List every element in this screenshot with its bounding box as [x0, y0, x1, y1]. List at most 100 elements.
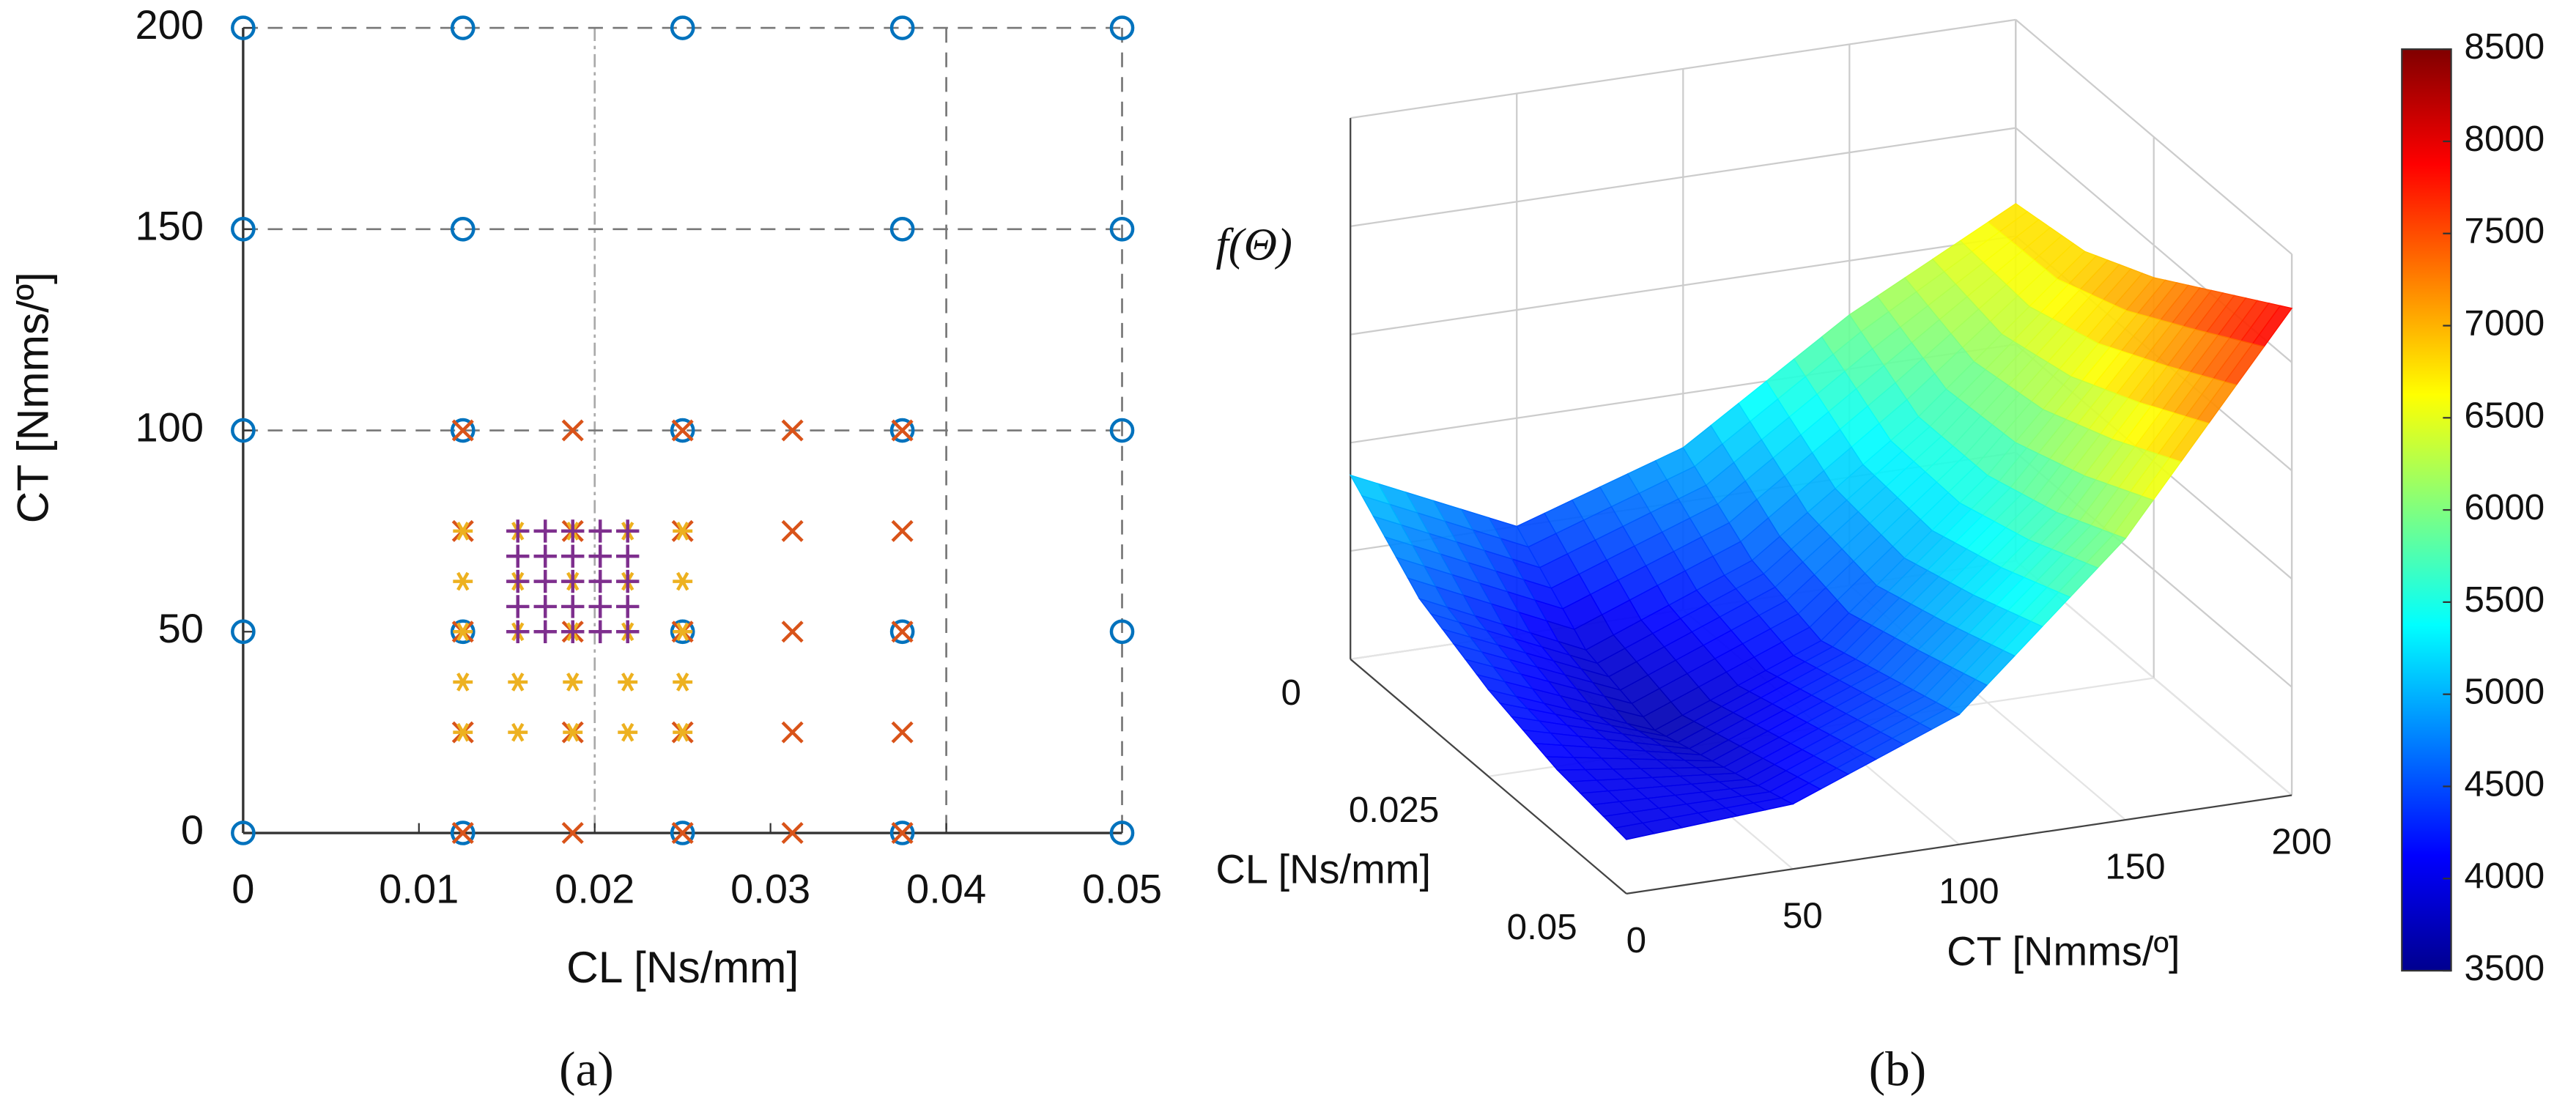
x-tick-label: 0.03 — [730, 865, 810, 911]
data-point — [616, 569, 640, 593]
colorbar-tick-label: 8000 — [2465, 119, 2545, 159]
x-axis-label: CL [Ns/mm] — [566, 942, 799, 992]
data-point — [588, 595, 612, 618]
data-point — [508, 673, 528, 692]
y-axis-label: CL [Ns/mm] — [1215, 846, 1431, 892]
data-point — [506, 519, 530, 543]
panel-b: 0 50 100 150 200 0 0.025 0.05 f(Θ) CL [Ns/mm] CT [… — [1215, 18, 2545, 1096]
data-point — [889, 15, 915, 40]
data-point — [616, 544, 640, 568]
data-point — [561, 419, 584, 442]
data-point — [616, 620, 640, 643]
x-tick-label: 0 — [1626, 920, 1646, 960]
data-point — [889, 217, 915, 242]
data-point — [781, 822, 804, 845]
x-tick-label: 50 — [1783, 895, 1823, 936]
data-point — [1109, 217, 1135, 242]
data-point — [231, 820, 256, 845]
surface-patch — [1613, 822, 1656, 840]
x-tick-label: 150 — [2105, 846, 2165, 886]
data-point — [671, 822, 694, 845]
x-tick-label: 0.02 — [555, 865, 634, 911]
data-point — [453, 522, 473, 541]
data-point — [891, 621, 914, 643]
panel-a: 0 0.01 0.02 0.03 0.04 0.05 0 50 100 150 200 CL [Ns/… — [7, 1, 1162, 1097]
colorbar-tick-label: 6500 — [2465, 395, 2545, 435]
y-tick-label: 150 — [136, 203, 204, 249]
y-axis — [1350, 658, 1627, 894]
data-point — [889, 820, 915, 845]
data-point — [231, 15, 256, 40]
data-point — [1109, 820, 1135, 845]
data-point — [231, 619, 256, 645]
y-tick-label: 0 — [1281, 673, 1301, 713]
data-point — [673, 622, 693, 642]
data-point — [506, 595, 530, 618]
x-tick-label: 200 — [2271, 822, 2331, 862]
data-point — [891, 822, 914, 845]
colorbar-tick-label: 8500 — [2465, 26, 2545, 67]
data-point — [453, 722, 473, 742]
z-axis-label: f(Θ) — [1215, 219, 1292, 270]
colorbar-tick-label: 6000 — [2465, 487, 2545, 527]
data-point — [781, 621, 804, 643]
data-point — [561, 595, 585, 618]
data-point — [450, 15, 475, 40]
data-point — [673, 522, 693, 541]
data-point — [561, 519, 585, 543]
data-point — [673, 571, 693, 591]
x-axis — [1626, 794, 2292, 894]
data-point — [889, 418, 915, 443]
y-tick-label: 100 — [136, 404, 204, 450]
y-tick-label: 0 — [181, 807, 204, 853]
colorbar-tick-label: 5500 — [2465, 579, 2545, 620]
data-point — [618, 673, 638, 692]
data-point — [891, 721, 914, 744]
data-point — [588, 569, 612, 593]
data-point — [889, 619, 915, 645]
y-tick-label: 200 — [136, 1, 204, 48]
data-point — [588, 544, 612, 568]
data-point — [781, 419, 804, 442]
data-point — [450, 418, 475, 443]
data-point — [588, 519, 612, 543]
x-tick-label: 0.04 — [906, 865, 986, 911]
panel-caption: (a) — [559, 1042, 614, 1097]
data-point — [533, 620, 557, 643]
data-point — [563, 722, 583, 742]
data-point — [450, 217, 475, 242]
data-point — [533, 519, 557, 543]
y-tick-label: 0.025 — [1349, 790, 1439, 830]
data-point — [506, 544, 530, 568]
data-point — [450, 820, 475, 845]
data-point — [670, 15, 695, 40]
data-point — [561, 822, 584, 845]
data-point — [533, 569, 557, 593]
data-point — [673, 673, 693, 692]
y-tick-label: 50 — [158, 605, 204, 651]
x-tick-label: 0.05 — [1082, 865, 1162, 911]
data-point — [453, 673, 473, 692]
data-point — [1109, 15, 1135, 40]
data-point — [616, 595, 640, 618]
data-point — [561, 569, 585, 593]
colorbar-tick-label: 4000 — [2465, 856, 2545, 896]
data-point — [508, 722, 528, 742]
colorbar-tick-label: 3500 — [2465, 948, 2545, 988]
data-point — [1109, 619, 1135, 645]
x-axis-label: CT [Nmms/º] — [1947, 927, 2180, 974]
data-point — [451, 419, 474, 442]
data-point — [533, 595, 557, 618]
data-point — [781, 721, 804, 744]
data-point — [231, 217, 256, 242]
colorbar-tick-label: 5000 — [2465, 672, 2545, 712]
data-point — [561, 620, 585, 643]
data-point — [891, 419, 914, 442]
data-point — [453, 622, 473, 642]
data-point — [451, 822, 474, 845]
data-point — [673, 722, 693, 742]
colorbar-tick-label: 7500 — [2465, 211, 2545, 251]
data-point — [561, 544, 585, 568]
